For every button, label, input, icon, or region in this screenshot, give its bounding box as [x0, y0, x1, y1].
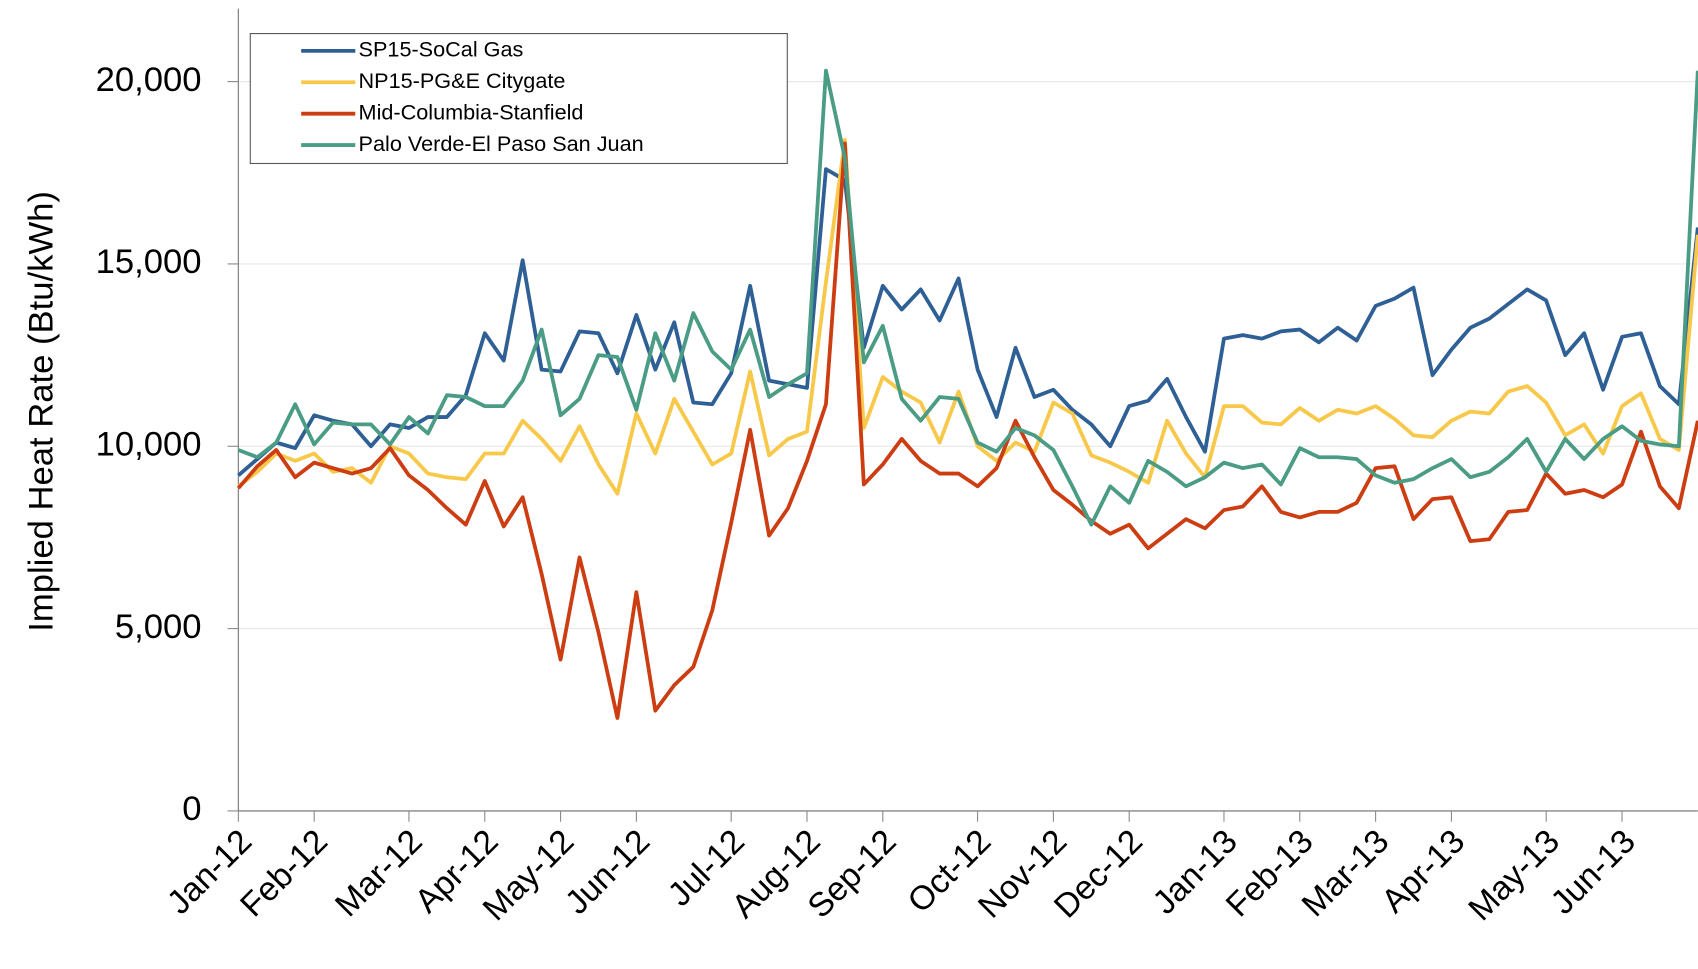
- legend-label: SP15-SoCal Gas: [359, 37, 524, 62]
- x-tick-label: Mar-13: [1295, 823, 1396, 924]
- legend-label: Palo Verde-El Paso San Juan: [359, 131, 644, 156]
- y-tick-label: 5,000: [115, 608, 202, 646]
- legend-label: Mid-Columbia-Stanfield: [359, 99, 584, 124]
- series-line: [237, 167, 1698, 477]
- x-tick-label: Jun-13: [1544, 823, 1643, 922]
- x-tick-label: Jun-12: [559, 823, 658, 922]
- series-line: [237, 68, 1698, 527]
- x-tick-label: May-13: [1462, 823, 1567, 928]
- y-tick-label: 15,000: [96, 243, 202, 281]
- legend-label: NP15-PG&E Citygate: [359, 68, 566, 93]
- y-tick-label: 20,000: [96, 61, 202, 99]
- y-tick-label: 0: [182, 790, 201, 828]
- series-line: [236, 141, 1698, 720]
- legend-box: [249, 33, 788, 165]
- y-axis-title: Implied Heat Rate (Btu/kWh): [23, 191, 61, 632]
- x-tick-label: Apr-13: [1375, 823, 1472, 920]
- x-tick-label: Feb-12: [234, 823, 335, 924]
- x-tick-label: Mar-12: [328, 823, 429, 924]
- y-tick-label: 10,000: [96, 425, 202, 463]
